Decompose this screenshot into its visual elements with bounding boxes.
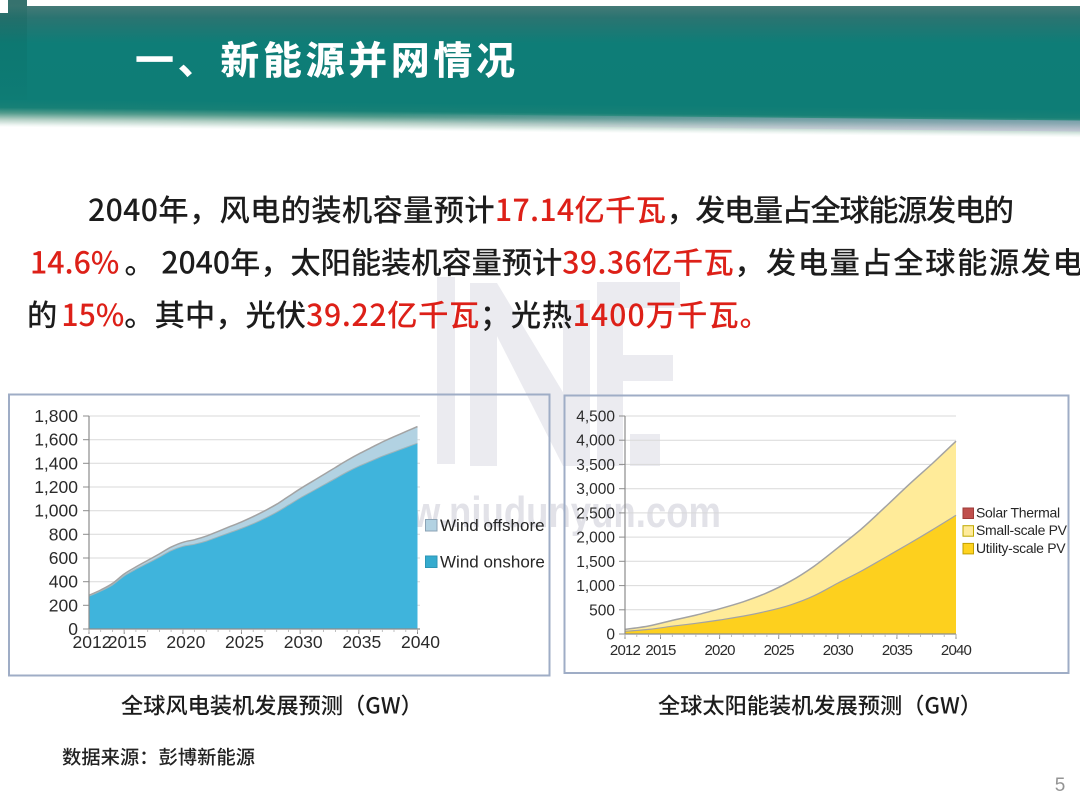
svg-text:1,800: 1,800 xyxy=(34,406,78,426)
svg-text:1,400: 1,400 xyxy=(34,453,78,473)
svg-text:200: 200 xyxy=(49,595,78,615)
svg-text:2030: 2030 xyxy=(823,642,854,659)
svg-text:2012: 2012 xyxy=(73,632,112,652)
svg-text:0: 0 xyxy=(606,627,615,644)
svg-text:800: 800 xyxy=(49,524,78,544)
svg-text:2020: 2020 xyxy=(166,632,205,652)
svg-text:Wind onshore: Wind onshore xyxy=(440,553,545,572)
svg-text:2035: 2035 xyxy=(342,632,381,652)
svg-text:3,000: 3,000 xyxy=(576,481,615,498)
svg-text:4,000: 4,000 xyxy=(576,433,615,450)
svg-text:2012: 2012 xyxy=(610,642,641,659)
svg-text:2035: 2035 xyxy=(882,642,913,659)
svg-text:400: 400 xyxy=(49,572,78,592)
svg-text:500: 500 xyxy=(589,602,615,619)
svg-text:2020: 2020 xyxy=(705,642,736,659)
svg-text:2015: 2015 xyxy=(645,642,676,659)
svg-text:1,600: 1,600 xyxy=(34,430,78,450)
svg-text:Solar Thermal: Solar Thermal xyxy=(976,505,1060,521)
svg-text:2025: 2025 xyxy=(764,642,795,659)
svg-text:1,000: 1,000 xyxy=(34,501,78,521)
svg-text:2030: 2030 xyxy=(284,632,323,652)
svg-text:3,500: 3,500 xyxy=(576,457,615,474)
svg-text:2015: 2015 xyxy=(108,632,147,652)
svg-text:4,500: 4,500 xyxy=(576,409,615,426)
svg-text:1,500: 1,500 xyxy=(576,554,615,571)
svg-text:Wind offshore: Wind offshore xyxy=(440,516,545,535)
svg-text:600: 600 xyxy=(49,548,78,568)
svg-text:5: 5 xyxy=(1055,775,1066,796)
svg-text:0: 0 xyxy=(68,619,78,639)
svg-text:2040: 2040 xyxy=(401,632,440,652)
svg-text:1,000: 1,000 xyxy=(576,578,615,595)
svg-text:2,000: 2,000 xyxy=(576,530,615,547)
svg-text:1,200: 1,200 xyxy=(34,477,78,497)
svg-text:2040: 2040 xyxy=(941,642,972,659)
svg-text:Utility-scale PV: Utility-scale PV xyxy=(976,540,1066,556)
svg-text:Small-scale PV: Small-scale PV xyxy=(976,522,1068,538)
svg-text:2025: 2025 xyxy=(225,632,264,652)
svg-text:2,500: 2,500 xyxy=(576,505,615,522)
